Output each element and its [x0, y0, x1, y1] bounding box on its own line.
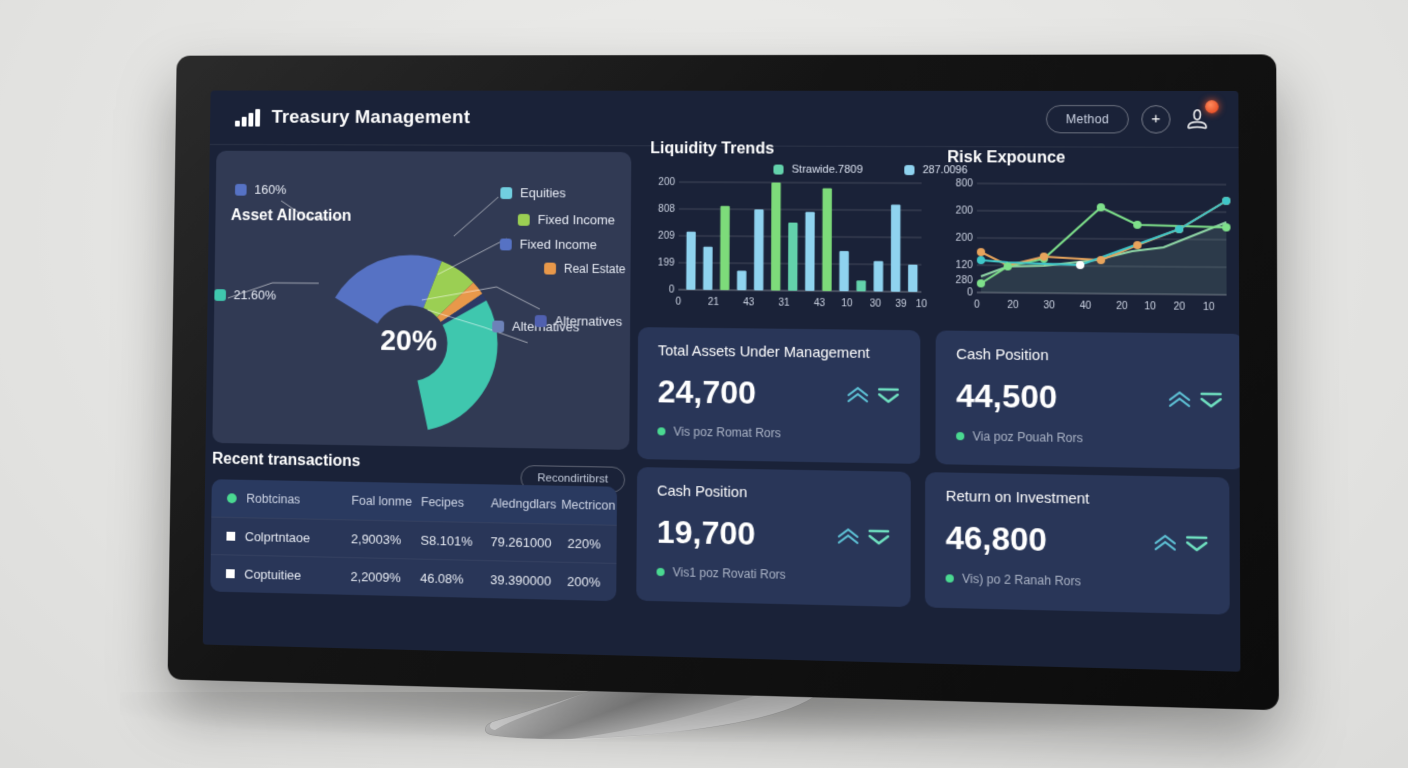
svg-text:10: 10	[1144, 301, 1156, 312]
svg-text:800: 800	[956, 178, 974, 189]
svg-text:200: 200	[956, 233, 974, 244]
svg-text:30: 30	[870, 298, 882, 309]
svg-text:39: 39	[895, 299, 907, 310]
svg-text:280: 280	[956, 275, 974, 286]
svg-text:0: 0	[974, 299, 980, 310]
svg-text:43: 43	[814, 298, 826, 309]
svg-text:40: 40	[1080, 301, 1092, 312]
svg-text:30: 30	[1043, 300, 1055, 311]
svg-text:20: 20	[1116, 301, 1128, 312]
svg-text:10: 10	[916, 299, 928, 310]
svg-text:43: 43	[743, 297, 755, 308]
svg-text:10: 10	[841, 298, 853, 309]
svg-text:120: 120	[956, 260, 974, 271]
svg-text:0: 0	[967, 287, 973, 298]
svg-text:20: 20	[1174, 301, 1186, 312]
svg-text:20: 20	[1007, 300, 1019, 311]
svg-text:31: 31	[778, 298, 790, 309]
